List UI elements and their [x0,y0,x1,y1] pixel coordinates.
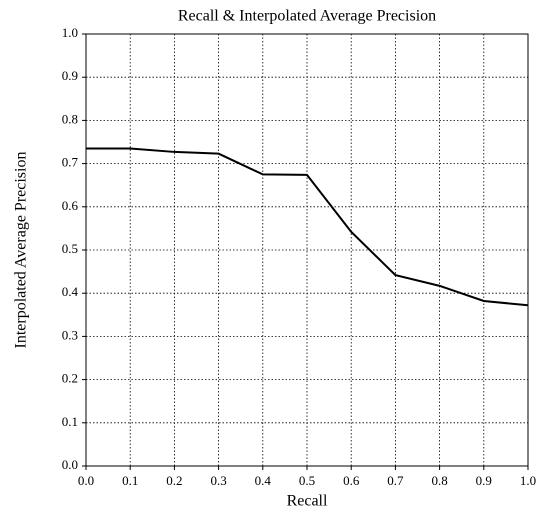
x-tick-label: 0.3 [210,473,226,488]
plot-frame [85,33,529,467]
y-tick-label: 0.1 [62,414,78,429]
y-tick-label: 0.6 [62,198,79,213]
x-tick-label: 0.8 [431,473,447,488]
x-tick-label: 0.4 [255,473,272,488]
y-tick-label: 0.3 [62,327,78,342]
x-tick-label: 0.7 [387,473,404,488]
x-tick-label: 1.0 [520,473,536,488]
y-tick-label: 0.5 [62,241,78,256]
y-tick-label: 0.8 [62,111,78,126]
x-axis-label: Recall [287,493,328,510]
y-axis-label: Interpolated Average Precision [13,152,30,349]
y-tick-label: 0.2 [62,371,78,386]
y-tick-label: 0.4 [62,284,79,299]
x-tick-label: 0.1 [122,473,138,488]
data-line [86,147,529,307]
y-tick-label: 0.9 [62,68,78,83]
x-tick-label: 0.6 [343,473,360,488]
x-tick-label: 0.2 [166,473,182,488]
x-tick-label: 0.0 [78,473,94,488]
y-tick-label: 0.7 [62,155,79,170]
y-tick-label: 0.0 [62,457,78,472]
chart-title: Recall & Interpolated Average Precision [178,8,436,25]
x-tick-label: 0.5 [299,473,315,488]
y-tick-label: 1.0 [62,25,78,40]
x-tick-label: 0.9 [476,473,492,488]
